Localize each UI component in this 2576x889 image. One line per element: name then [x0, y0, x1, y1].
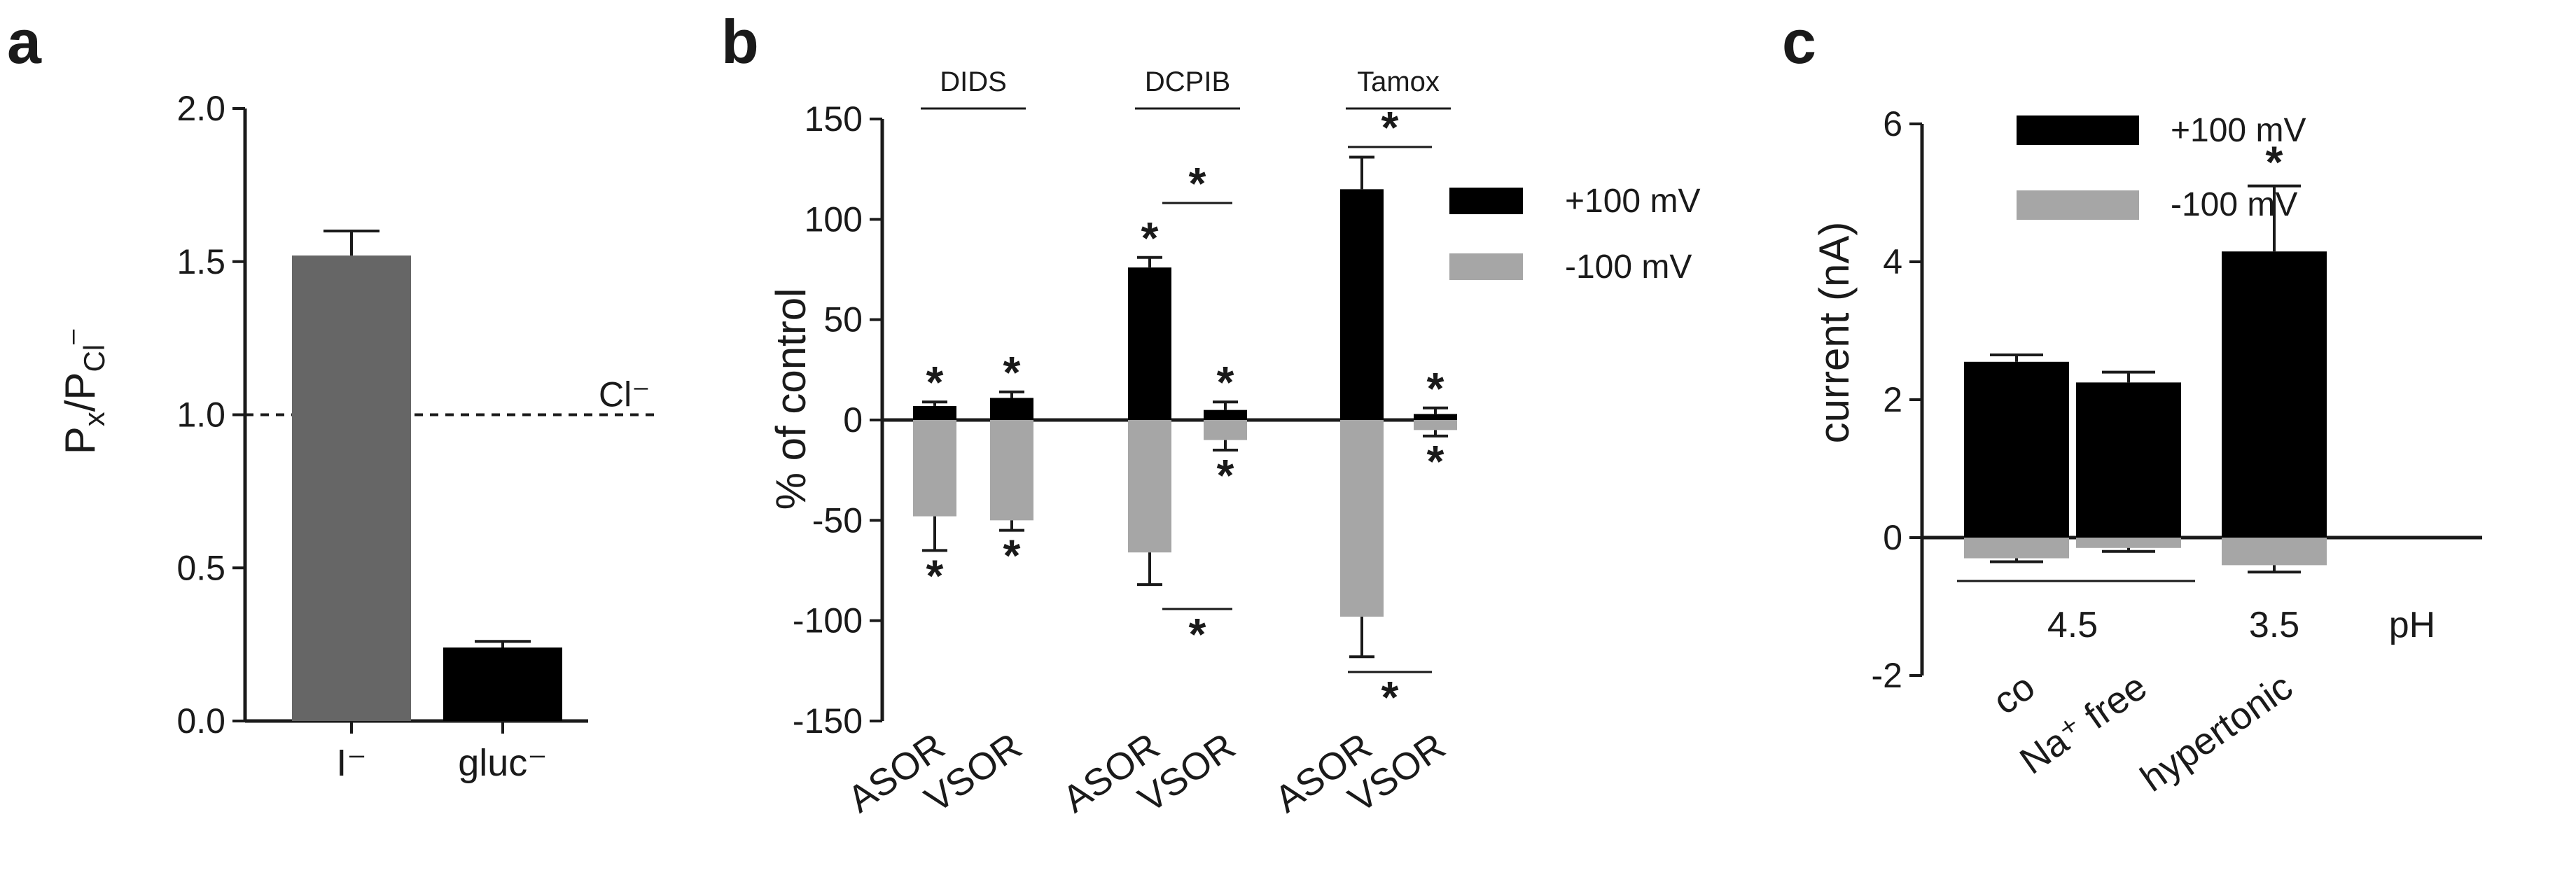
a-y-tick-label: 1.5 [176, 242, 225, 281]
c-y-axis-label: current (nA) [1811, 222, 1858, 444]
b-star-neg: * [926, 550, 944, 601]
b-bar-pos [1340, 189, 1384, 420]
b-bar-neg [1204, 420, 1247, 440]
chart-panel-b: % of control -150-100-50050100150**ASOR*… [767, 66, 1700, 821]
b-star-neg: * [1427, 436, 1444, 486]
b-comparison-star: * [1189, 609, 1206, 659]
c-y-tick-label: 4 [1883, 242, 1902, 281]
c-legend-swatch-pos [2017, 115, 2139, 145]
c-bar-pos [1964, 361, 2069, 538]
b-bar-neg [990, 420, 1033, 521]
b-y-tick-label: 100 [805, 200, 863, 239]
a-y-tick-label: 2.0 [176, 89, 225, 128]
b-star-neg: * [1003, 531, 1021, 581]
b-bar-pos [1204, 410, 1247, 420]
b-comparison-star: * [1381, 672, 1399, 722]
a-y-axis-label: Px/PCl– [57, 329, 111, 454]
c-ph-label: 4.5 [2047, 605, 2098, 645]
b-group-label: DIDS [940, 66, 1007, 97]
b-legend-label-pos: +100 mV [1565, 183, 1700, 220]
b-comparison-star: * [1189, 158, 1206, 209]
b-star-pos: * [926, 357, 944, 407]
c-legend-label-pos: +100 mV [2171, 112, 2306, 149]
b-bar-pos [990, 398, 1033, 420]
b-bar-pos [913, 405, 956, 420]
b-y-tick-label: 0 [843, 400, 863, 440]
panel-letter-c: c [1782, 7, 1816, 76]
b-comparison-star: * [1381, 102, 1399, 153]
b-bar-pos [1128, 267, 1171, 420]
b-star-pos: * [1217, 357, 1234, 407]
c-bar-neg [2076, 538, 2181, 548]
c-star: * [2266, 137, 2283, 188]
b-bar-neg [1414, 420, 1457, 430]
c-bar-pos [2222, 251, 2327, 538]
b-legend-swatch-neg [1449, 253, 1523, 280]
c-y-tick-label: -2 [1872, 656, 1902, 695]
b-star-pos: * [1003, 347, 1021, 398]
b-bar-pos [1414, 414, 1457, 420]
b-y-tick-label: 50 [823, 300, 863, 340]
c-bar-neg [2222, 538, 2327, 566]
b-y-tick-label: 150 [805, 99, 863, 139]
a-bar [443, 648, 562, 721]
b-y-tick-label: -100 [793, 601, 863, 640]
c-ph-label: 3.5 [2249, 605, 2299, 645]
a-x-tick-label: I⁻ [336, 742, 367, 784]
c-legend-swatch-neg [2017, 190, 2139, 220]
c-x-tick-label: co [1986, 666, 2042, 723]
b-legend-swatch-pos [1449, 188, 1523, 214]
c-ph-title: pH [2389, 605, 2435, 645]
b-star-pos: * [1141, 213, 1159, 263]
b-star-neg: * [1217, 450, 1234, 500]
b-bar-neg [1128, 420, 1171, 553]
c-y-tick-label: 2 [1883, 380, 1902, 419]
a-y-tick-label: 1.0 [176, 396, 225, 435]
a-y-tick-label: 0.5 [176, 548, 225, 587]
a-y-tick-label: 0.0 [176, 701, 225, 741]
c-bar-pos [2076, 382, 2181, 538]
c-x-tick-label: hypertonic [2133, 666, 2300, 800]
a-reference-label: Cl⁻ [599, 375, 650, 414]
chart-panel-a: Px/PCl– 0.0 0.5 1.0 1.5 2.0 Cl⁻ I⁻ gluc⁻ [57, 89, 655, 784]
b-bar-neg [913, 420, 956, 517]
c-legend-label-neg: -100 mV [2171, 186, 2297, 223]
c-y-tick-label: 6 [1883, 104, 1902, 144]
a-bar [292, 255, 411, 721]
c-y-tick-label: 0 [1883, 518, 1902, 557]
panel-letter-a: a [7, 7, 42, 76]
c-bar-neg [1964, 538, 2069, 559]
a-x-tick-label: gluc⁻ [458, 742, 548, 784]
b-y-axis-label: % of control [767, 288, 814, 510]
b-bar-neg [1340, 420, 1384, 617]
b-y-tick-label: -50 [812, 500, 863, 540]
b-group-label: DCPIB [1145, 66, 1230, 97]
b-star-pos: * [1427, 363, 1444, 414]
panel-letter-b: b [721, 7, 759, 76]
b-group-label: Tamox [1357, 66, 1440, 97]
b-y-tick-label: -150 [793, 701, 863, 741]
b-legend-label-neg: -100 mV [1565, 248, 1692, 286]
